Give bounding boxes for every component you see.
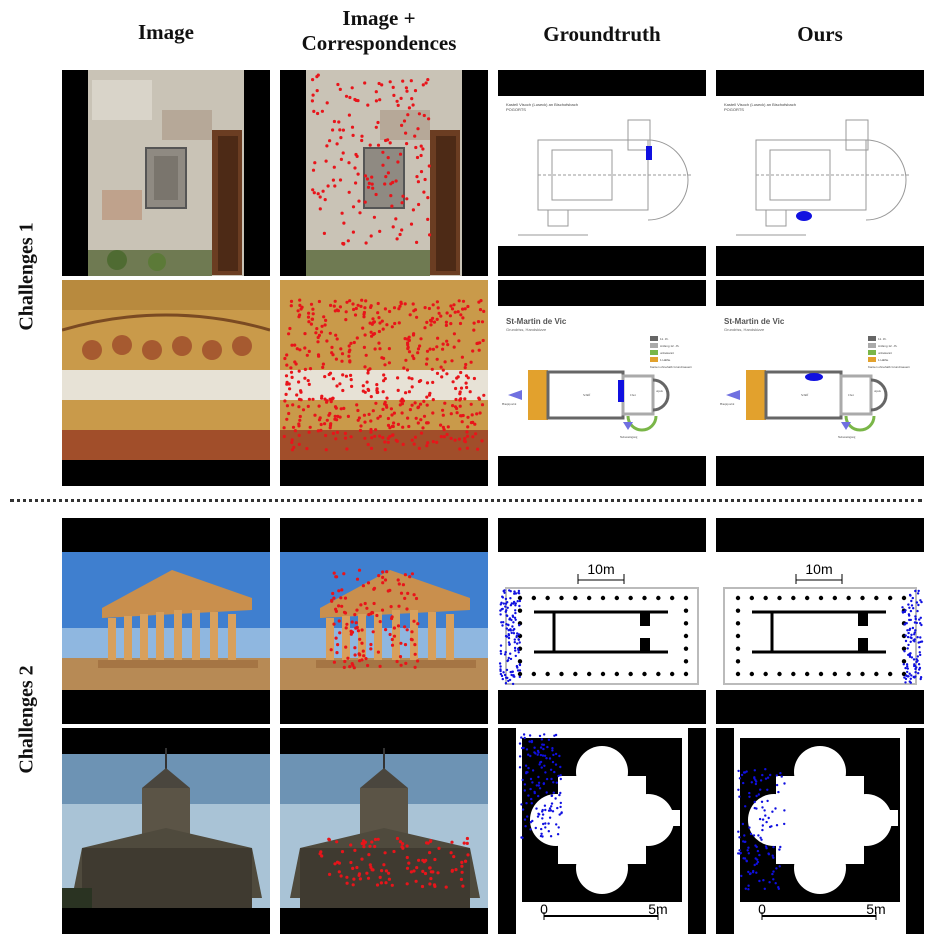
plan1-header2-ours: POGORTS — [724, 107, 744, 112]
plan2-label-schiff-ours: Schiff — [801, 393, 808, 397]
floorplan-2-groundtruth: St-Martin de Vic Grundriss, Handskizze 1… — [498, 280, 706, 486]
floorplan-3-ours: 10m — [716, 518, 924, 724]
legend-4-ours: 1.Hälfte — [878, 358, 889, 362]
column-header-line1: Image + — [342, 6, 416, 30]
legend-3: unbekannt — [660, 351, 674, 355]
floorplan-3-groundtruth: 10m — [498, 518, 706, 724]
floorplan-1-ours: Kastell Visoch (Luseck) an Bischofsbach … — [716, 70, 924, 276]
column-header-image: Image — [138, 20, 194, 44]
plan1-header2: POGORTS — [506, 107, 526, 112]
plan2-label-chor-ours: Chor — [848, 393, 854, 397]
photo-fresco — [62, 280, 270, 486]
correspondence-overlay-2 — [280, 280, 488, 486]
plan2-label-portal-ours: Hauptportal — [720, 402, 734, 406]
legend-5-ours: Kanten ohnehalb Grundmauern — [868, 365, 910, 369]
column-header-groundtruth: Groundtruth — [543, 22, 661, 46]
legend-4: 1.Hälfte — [660, 358, 671, 362]
photo-armenian-church-correspondences — [280, 728, 488, 934]
photo-wall-relief-correspondences — [280, 70, 488, 276]
correspondence-overlay-4 — [280, 728, 488, 934]
legend-5: Kanten ohnehalb Grundmauern — [650, 365, 692, 369]
column-header-line2: Correspondences — [301, 31, 457, 55]
scale-label-5m-ours: 5m — [866, 901, 885, 917]
plan2-label-portal: Hauptportal — [502, 402, 516, 406]
legend-1: 11. Jh. — [660, 337, 669, 341]
ours-localization-marker — [796, 211, 812, 221]
floorplan-4-ours: 0 5m — [716, 728, 924, 934]
plan2-label-neben: Nebeneingang — [620, 435, 638, 439]
plan2-label-neben-ours: Nebeneingang — [838, 435, 856, 439]
photo-greek-temple — [62, 518, 270, 724]
legend-2-ours: Anfang 12. Jh. — [878, 344, 898, 348]
legend-2: Anfang 12. Jh. — [660, 344, 680, 348]
column-header-image-correspondences: Image + Correspondences — [270, 6, 488, 56]
photo-armenian-church — [62, 728, 270, 934]
floorplan-4-groundtruth: 0 5m — [498, 728, 706, 934]
scale-label-0-ours: 0 — [758, 901, 766, 917]
photo-fresco-correspondences — [280, 280, 488, 486]
photo-greek-temple-correspondences — [280, 518, 488, 724]
scale-label-10m: 10m — [587, 561, 614, 577]
scale-label-10m-ours: 10m — [805, 561, 832, 577]
floorplan-1-groundtruth: Kastell Visoch (Luseck) an Bischofsbach … — [498, 70, 706, 276]
floorplan-2-ours: St-Martin de Vic Grundriss, Handskizze 1… — [716, 280, 924, 486]
plan1-header1-ours: Kastell Visoch (Luseck) an Bischofsbach — [724, 102, 796, 107]
plan1-header1: Kastell Visoch (Luseck) an Bischofsbach — [506, 102, 578, 107]
row-label-challenges1: Challenges 1 — [15, 222, 38, 331]
plan2-title: St-Martin de Vic — [506, 317, 567, 326]
plan2-label-chor: Chor — [630, 393, 636, 397]
gt-localization-marker — [646, 146, 652, 160]
plan2-label-apsis-ours: Apsis — [874, 389, 882, 393]
plan2-label-apsis: Apsis — [656, 389, 664, 393]
legend-3-ours: unbekannt — [878, 351, 892, 355]
scale-label-0: 0 — [540, 901, 548, 917]
scale-label-5m: 5m — [648, 901, 667, 917]
plan2-label-schiff: Schiff — [583, 393, 590, 397]
correspondence-overlay-3 — [280, 518, 488, 724]
photo-wall-relief — [62, 70, 270, 276]
legend-1-ours: 11. Jh. — [878, 337, 887, 341]
plan2-title-ours: St-Martin de Vic — [724, 317, 785, 326]
plan2-subtitle-ours: Grundriss, Handskizze — [724, 327, 765, 332]
plan2-subtitle: Grundriss, Handskizze — [506, 327, 547, 332]
correspondence-overlay-1 — [280, 70, 488, 276]
row-label-challenges2: Challenges 2 — [15, 665, 38, 774]
ours-localization-marker-2 — [805, 373, 823, 381]
section-divider — [10, 499, 922, 502]
column-header-ours: Ours — [797, 22, 843, 46]
gt-localization-marker-2 — [618, 380, 624, 402]
